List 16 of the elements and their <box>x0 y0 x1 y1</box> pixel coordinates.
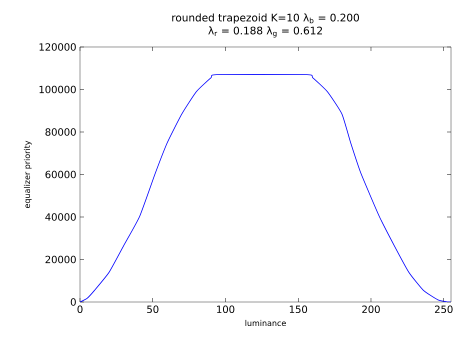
y-tick-label: 100000 <box>40 86 76 94</box>
x-tick-label: 50 <box>147 306 158 314</box>
y-tick-label: 20000 <box>46 256 76 264</box>
y-tick-label: 120000 <box>40 43 76 51</box>
y-tick-label: 40000 <box>45 213 76 221</box>
chart-subtitle: λ$_{r}$ = 0.188 λ$_{g}$ = 0.612 <box>208 26 322 38</box>
y-tick-label: 60000 <box>45 170 76 178</box>
y-tick-label: 80000 <box>45 128 76 136</box>
line-series <box>80 74 452 302</box>
y-tick-label: 0 <box>70 298 76 306</box>
x-tick-label: 250 <box>434 306 453 314</box>
x-tick-label: 200 <box>362 306 380 314</box>
x-tick-label: 150 <box>290 306 308 314</box>
chart-title: rounded trapezoid K=10 λ$_{b}$ = 0.200 <box>172 13 359 24</box>
x-tick-label: 0 <box>77 306 83 314</box>
x-tick-label: 100 <box>217 306 234 314</box>
